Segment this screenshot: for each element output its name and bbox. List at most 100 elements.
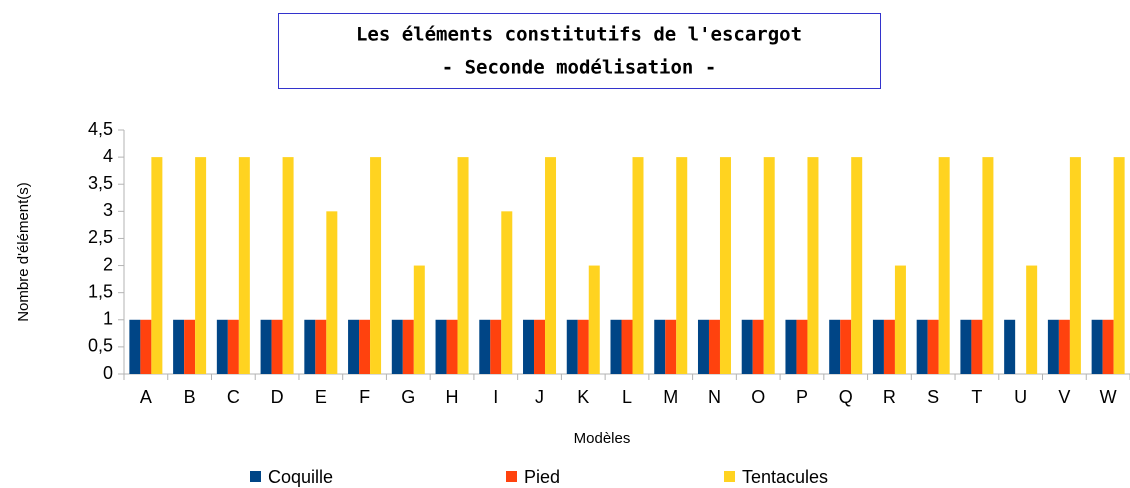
legend-swatch [250, 471, 261, 482]
x-tick-label: N [708, 387, 721, 407]
chart-subtitle: - Seconde modélisation - [442, 57, 717, 79]
bar [413, 265, 425, 374]
x-tick-label: A [140, 387, 152, 407]
bar [140, 319, 152, 374]
x-tick-label: U [1014, 387, 1027, 407]
bar [534, 319, 546, 374]
bar [227, 319, 239, 374]
bar [851, 157, 863, 374]
x-tick-label: R [883, 387, 896, 407]
legend-swatch [506, 471, 517, 482]
chart-title: Les éléments constitutifs de l'escargot [356, 24, 802, 46]
bar [282, 157, 294, 374]
bar [195, 157, 207, 374]
x-tick-label: J [535, 387, 544, 407]
x-tick-label: E [315, 387, 327, 407]
y-tick-label: 4 [103, 146, 113, 166]
bar [129, 319, 141, 374]
bar [971, 319, 983, 374]
bar [960, 319, 972, 374]
x-tick-label: B [184, 387, 196, 407]
bar [719, 157, 731, 374]
x-tick-label: M [663, 387, 678, 407]
y-tick-label: 1,5 [88, 281, 113, 301]
bar [982, 157, 994, 374]
bar [752, 319, 764, 374]
bar [151, 157, 163, 374]
bar [1113, 157, 1125, 374]
bar [1047, 319, 1059, 374]
bar [872, 319, 884, 374]
bar [708, 319, 720, 374]
bar [763, 157, 775, 374]
x-tick-label: P [796, 387, 808, 407]
bar [577, 319, 589, 374]
bar [457, 157, 469, 374]
bar [566, 319, 578, 374]
bar [894, 265, 906, 374]
bar [610, 319, 622, 374]
bar [621, 319, 633, 374]
bar [741, 319, 753, 374]
bar [490, 319, 502, 374]
x-tick-label: S [927, 387, 939, 407]
bar [315, 319, 327, 374]
bar [883, 319, 895, 374]
bar [501, 211, 513, 374]
bar [1069, 157, 1081, 374]
x-tick-label: C [227, 387, 240, 407]
x-tick-label: L [622, 387, 632, 407]
y-tick-label: 3,5 [88, 173, 113, 193]
bar [260, 319, 272, 374]
x-tick-label: D [271, 387, 284, 407]
bar [916, 319, 928, 374]
y-axis-label: Nombre d'élément(s) [15, 182, 32, 322]
bar [697, 319, 709, 374]
x-tick-label: H [446, 387, 459, 407]
x-tick-label: W [1100, 387, 1117, 407]
bar [348, 319, 360, 374]
bar [588, 265, 600, 374]
x-tick-label: F [359, 387, 370, 407]
bar [654, 319, 666, 374]
y-tick-label: 2,5 [88, 227, 113, 247]
legend-label: Pied [524, 467, 560, 487]
bar [446, 319, 458, 374]
bar [173, 319, 185, 374]
bar [796, 319, 808, 374]
bar [1026, 265, 1038, 374]
legend-label: Tentacules [742, 467, 828, 487]
x-tick-label: K [577, 387, 589, 407]
bar [927, 319, 939, 374]
y-tick-label: 2 [103, 254, 113, 274]
bar [807, 157, 819, 374]
bar [632, 157, 644, 374]
bar [785, 319, 797, 374]
x-tick-label: T [971, 387, 982, 407]
y-tick-label: 0,5 [88, 336, 113, 356]
bar [326, 211, 338, 374]
y-tick-label: 4,5 [88, 119, 113, 139]
bar [665, 319, 677, 374]
bar [184, 319, 196, 374]
bar [216, 319, 228, 374]
y-tick-label: 1 [103, 309, 113, 329]
bar [1004, 319, 1016, 374]
bar [545, 157, 557, 374]
bar [402, 319, 414, 374]
bar [676, 157, 688, 374]
y-tick-label: 0 [103, 363, 113, 383]
x-tick-label: O [751, 387, 765, 407]
bar [829, 319, 841, 374]
bar [238, 157, 250, 374]
y-tick-label: 3 [103, 200, 113, 220]
title-box [278, 13, 881, 89]
bar [938, 157, 950, 374]
bar [359, 319, 371, 374]
x-tick-label: I [493, 387, 498, 407]
legend-swatch [724, 471, 735, 482]
bar [304, 319, 316, 374]
x-tick-label: G [401, 387, 415, 407]
bar [1091, 319, 1103, 374]
